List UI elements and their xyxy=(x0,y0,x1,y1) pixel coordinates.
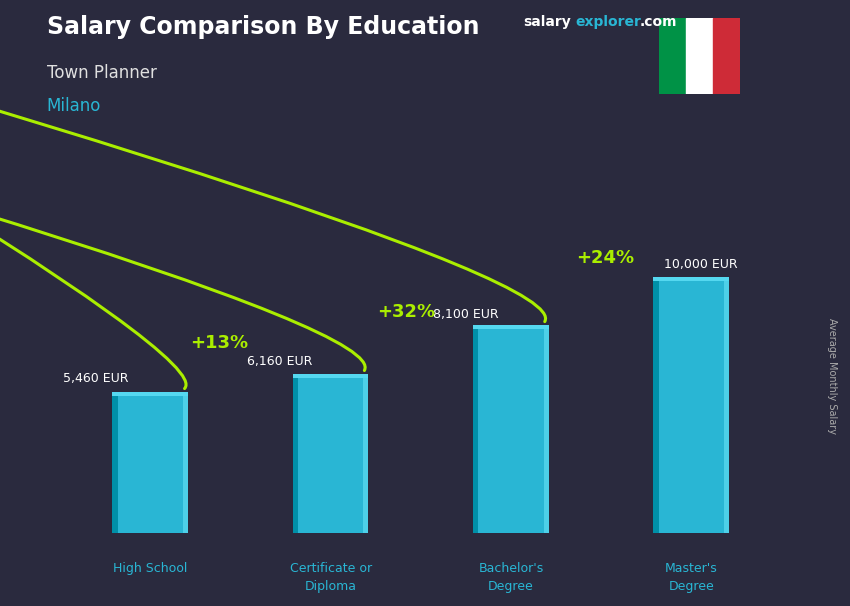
Text: 5,460 EUR: 5,460 EUR xyxy=(64,372,129,385)
Polygon shape xyxy=(654,281,659,533)
Polygon shape xyxy=(112,392,188,396)
Bar xyxy=(712,18,740,94)
Polygon shape xyxy=(112,396,117,533)
Text: Milano: Milano xyxy=(47,97,101,115)
Polygon shape xyxy=(654,281,729,533)
Text: Town Planner: Town Planner xyxy=(47,64,156,82)
Text: Master's
Degree: Master's Degree xyxy=(665,562,717,593)
Polygon shape xyxy=(292,378,298,533)
Polygon shape xyxy=(363,378,368,533)
Text: explorer: explorer xyxy=(575,15,641,29)
Text: +24%: +24% xyxy=(575,250,634,267)
Text: Average Monthly Salary: Average Monthly Salary xyxy=(827,318,837,434)
Polygon shape xyxy=(112,396,188,533)
Text: High School: High School xyxy=(113,562,187,574)
Polygon shape xyxy=(292,375,368,378)
Polygon shape xyxy=(654,278,729,281)
Text: Bachelor's
Degree: Bachelor's Degree xyxy=(479,562,543,593)
Text: Salary Comparison By Education: Salary Comparison By Education xyxy=(47,15,479,39)
Polygon shape xyxy=(543,329,549,533)
Bar xyxy=(686,18,712,94)
Text: 8,100 EUR: 8,100 EUR xyxy=(433,307,499,321)
Polygon shape xyxy=(473,329,549,533)
Polygon shape xyxy=(473,329,479,533)
Text: salary: salary xyxy=(523,15,570,29)
Polygon shape xyxy=(473,325,549,329)
Text: 10,000 EUR: 10,000 EUR xyxy=(664,258,737,271)
Text: +13%: +13% xyxy=(190,334,248,351)
Text: +32%: +32% xyxy=(377,304,435,321)
Text: .com: .com xyxy=(639,15,677,29)
Polygon shape xyxy=(183,396,188,533)
Text: 6,160 EUR: 6,160 EUR xyxy=(247,355,313,368)
Text: Certificate or
Diploma: Certificate or Diploma xyxy=(290,562,371,593)
Polygon shape xyxy=(292,378,368,533)
Bar xyxy=(659,18,686,94)
Polygon shape xyxy=(724,281,729,533)
